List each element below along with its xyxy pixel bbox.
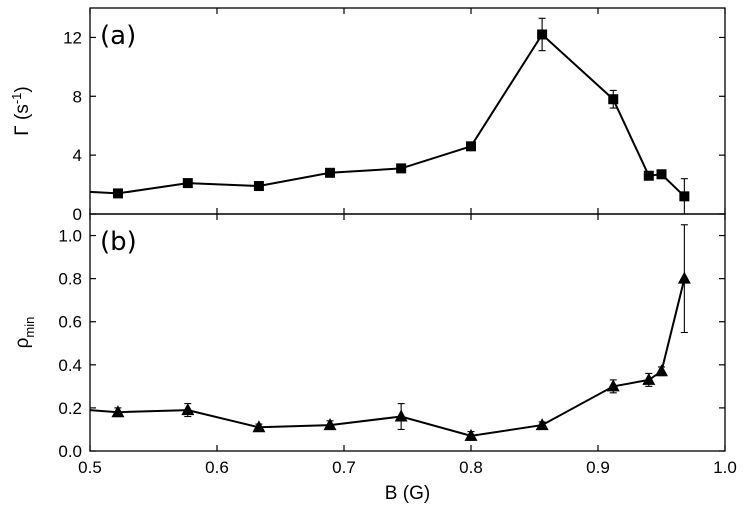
y-axis-title-b: ρmin	[12, 317, 37, 349]
y-tick-label-a: 0	[73, 205, 82, 224]
data-point-a	[396, 163, 407, 174]
data-point-a	[325, 167, 336, 178]
panel-label-a: (a)	[100, 21, 136, 51]
x-tick-label-b: 0.5	[78, 458, 102, 477]
y-tick-label-b: 0.2	[58, 399, 82, 418]
x-tick-label-b: 0.7	[332, 458, 356, 477]
y-tick-label-b: 1.0	[58, 227, 82, 246]
y-tick-label-a: 12	[63, 28, 82, 47]
series-line-b	[89, 278, 686, 437]
y-tick-label-b: 0.6	[58, 313, 82, 332]
data-point-b	[252, 420, 266, 433]
data-point-b	[464, 428, 478, 441]
data-point-b	[677, 271, 691, 284]
panel-label-b: (b)	[100, 227, 137, 257]
plot-frame-b	[89, 213, 726, 452]
data-point-a	[537, 29, 548, 40]
data-point-a	[112, 188, 123, 199]
data-point-a	[608, 94, 619, 105]
data-point-b	[642, 372, 656, 385]
data-point-a	[679, 191, 690, 202]
y-axis-title-a: Γ (s-1)	[9, 86, 33, 135]
y-tick-label-b: 0.4	[58, 356, 82, 375]
y-tick-label-b: 0.0	[58, 442, 82, 461]
data-point-b	[111, 405, 125, 418]
data-point-b	[655, 364, 668, 377]
y-tick-label-a: 8	[73, 87, 82, 106]
data-point-a	[656, 169, 667, 180]
data-point-a	[253, 181, 264, 192]
data-point-b	[323, 418, 337, 431]
data-point-b	[606, 379, 620, 392]
panel-a: 0 4 8 12 (a) Γ (s-1)	[9, 7, 726, 224]
y-tick-label-b: 0.8	[58, 270, 82, 289]
data-point-b	[181, 403, 195, 416]
x-tick-label-b: 0.9	[586, 458, 610, 477]
x-tick-label-b: 1.0	[713, 458, 737, 477]
series-line-a	[89, 32, 686, 198]
data-point-a	[643, 170, 654, 181]
x-tick-label-b: 0.8	[459, 458, 483, 477]
x-tick-label-b: 0.6	[205, 458, 229, 477]
data-point-a	[466, 141, 476, 152]
y-tick-label-a: 4	[73, 146, 82, 165]
data-point-b	[394, 409, 408, 422]
data-point-a	[182, 178, 193, 189]
x-axis-title-b: B (G)	[385, 483, 430, 504]
data-point-b	[535, 418, 549, 431]
panel-b: 0.0 0.2 0.4 0.6 0.8 1.0 0.5 0.6 0.7 0.8 0.9 1.0 (b) ρ…	[12, 213, 737, 504]
